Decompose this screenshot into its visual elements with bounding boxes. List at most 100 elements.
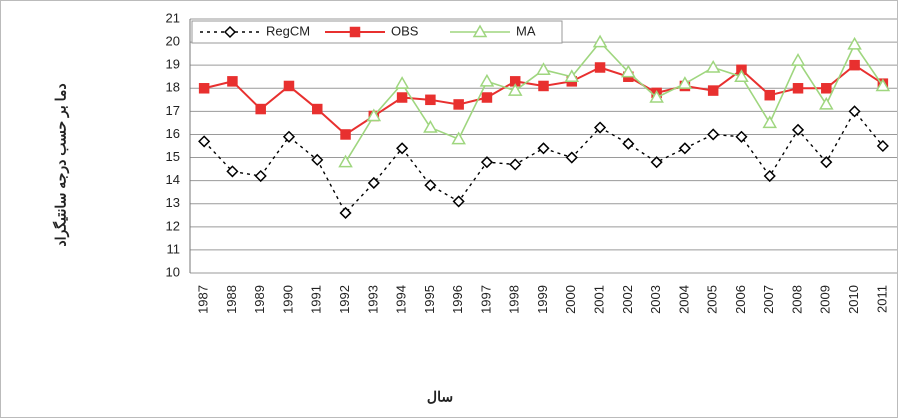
marker [367,176,380,190]
x-tick-label: 2007 [761,285,776,314]
marker [790,53,806,66]
y-tick-label: 15 [166,149,180,164]
marker [226,165,239,178]
x-tick-label: 1996 [450,285,465,314]
x-tick-label: 1987 [196,285,211,314]
marker [565,151,578,164]
marker [423,120,438,133]
marker [819,96,834,110]
x-axis-title: سال [427,389,453,405]
marker [339,206,352,220]
marker [875,78,891,92]
marker [424,179,437,192]
y-tick-label: 11 [167,241,181,256]
marker [705,59,721,73]
marker [564,69,580,82]
marker [621,64,636,78]
marker [349,26,361,38]
marker [762,115,778,129]
marker [735,130,748,143]
x-tick-label: 2005 [705,285,720,314]
x-tick-label: 2008 [789,285,804,314]
marker [340,129,351,140]
marker [481,92,493,103]
y-tick-label: 19 [166,57,180,72]
marker [338,154,353,168]
marker [507,83,523,96]
marker [282,130,296,143]
legend: RegCM OBS MA [191,20,563,44]
y-tick-label: 17 [166,103,180,118]
x-tick-label: 2004 [676,285,691,314]
marker [394,76,410,89]
marker [198,83,210,94]
marker [198,135,211,148]
y-tick-label: 13 [166,195,180,210]
y-tick-label: 18 [166,80,180,95]
marker [452,195,465,208]
legend-label: OBS [391,23,419,38]
marker [396,142,409,155]
y-axis-title: دما بر حسب درجه سانتیگراد [53,83,70,246]
marker [453,99,464,110]
x-tick-label: 1999 [535,285,550,314]
x-tick-label: 1993 [365,285,380,314]
marker [848,105,861,118]
x-tick-label: 1990 [280,285,295,314]
marker [678,142,691,155]
x-tick-label: 2006 [733,285,748,314]
x-tick-label: 2000 [563,285,578,314]
y-tick-label: 16 [166,126,180,141]
marker [734,69,749,82]
x-tick-label: 1992 [337,285,352,314]
marker [283,80,295,92]
x-tick-label: 1998 [507,285,522,314]
marker [451,131,466,145]
y-tick-label: 21 [166,10,180,25]
y-tick-label: 20 [166,34,180,49]
marker [366,108,382,122]
x-tick-label: 2010 [846,285,861,314]
legend-label: RegCM [266,23,310,38]
marker [312,103,323,115]
marker [876,139,889,153]
x-tick-label: 1991 [309,285,324,314]
marker [538,80,549,92]
marker [509,158,522,171]
x-tick-label: 2003 [648,285,663,314]
x-tick-label: 1994 [394,285,409,314]
marker [537,142,550,155]
marker [677,76,693,89]
marker [223,25,237,39]
x-tick-label: 2002 [620,285,635,314]
marker [820,156,833,169]
marker [707,85,719,96]
marker [227,76,238,87]
marker [650,156,663,169]
y-tick-label: 12 [166,218,180,233]
marker [594,62,606,73]
marker [480,156,494,169]
marker [649,89,664,103]
marker [764,89,775,101]
marker [479,73,495,87]
marker [821,83,832,94]
marker [311,153,324,166]
x-tick-label: 1989 [252,285,267,314]
marker [847,36,862,50]
x-tick-label: 2011 [874,285,889,313]
marker [849,59,860,71]
legend-label: MA [516,23,536,38]
x-tick-label: 1988 [224,285,239,314]
marker [592,34,608,48]
marker [622,137,635,150]
marker [425,94,436,106]
marker [396,92,408,103]
y-tick-label: 10 [166,264,180,279]
marker [707,128,720,141]
marker [593,121,607,134]
marker [255,103,266,115]
x-tick-label: 2001 [591,285,606,314]
